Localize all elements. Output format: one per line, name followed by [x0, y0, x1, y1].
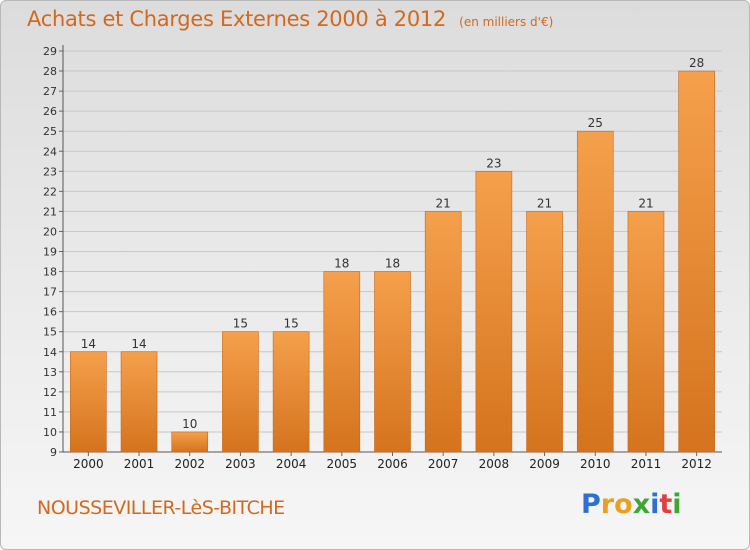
- chart-subtitle: (en milliers d'€): [459, 15, 554, 29]
- logo-letter: x: [632, 489, 651, 520]
- bars: [70, 70, 715, 453]
- y-tick-label: 20: [43, 225, 57, 238]
- logo-letter: i: [672, 489, 682, 520]
- value-label: 23: [486, 156, 501, 170]
- y-tick-label: 16: [43, 306, 57, 319]
- bar-2011: [627, 211, 665, 453]
- x-tick-label: 2003: [225, 457, 256, 471]
- value-label: 15: [233, 317, 248, 331]
- x-tick-label: 2008: [479, 457, 510, 471]
- value-label: 25: [588, 116, 603, 130]
- value-label: 21: [638, 196, 653, 210]
- y-tick-label: 22: [43, 185, 57, 198]
- logo-letter: o: [614, 489, 633, 520]
- y-tick-label: 9: [50, 446, 57, 459]
- y-tick-label: 19: [43, 246, 57, 259]
- x-tick-label: 2005: [327, 457, 358, 471]
- x-tick-label: 2007: [428, 457, 459, 471]
- logo-letter: P: [581, 489, 601, 520]
- bar-2005: [323, 271, 361, 453]
- x-tick-label: 2000: [73, 457, 104, 471]
- labels: 9 10 11 12 13 14 15 16 17 18 19 20 21 22 23 24 25 26 27 28 2…: [43, 45, 712, 471]
- y-tick-label: 13: [43, 366, 57, 379]
- bar-2003: [222, 331, 259, 453]
- commune-name: NOUSSEVILLER-LèS-BITCHE: [37, 497, 285, 519]
- x-tick-label: 2004: [276, 457, 307, 471]
- y-tick-label: 14: [43, 346, 57, 359]
- bar-2000: [70, 351, 107, 453]
- value-label: 15: [283, 317, 298, 331]
- proxiti-logo: Proxiti: [581, 489, 682, 520]
- x-tick-label: 2010: [580, 457, 611, 471]
- x-tick-label: 2009: [529, 457, 560, 471]
- chart-title: Achats et Charges Externes 2000 à 2012: [27, 7, 447, 31]
- x-tick-label: 2001: [124, 457, 155, 471]
- y-tick-label: 24: [43, 145, 57, 158]
- bar-2010: [576, 130, 614, 453]
- y-tick-label: 23: [43, 165, 57, 178]
- x-tick-label: 2002: [174, 457, 205, 471]
- value-label: 18: [385, 257, 400, 271]
- logo-letter: r: [600, 489, 615, 520]
- y-tick-label: 18: [43, 266, 57, 279]
- y-tick-label: 28: [43, 65, 57, 78]
- value-label: 14: [131, 337, 146, 351]
- logo-letter: i: [650, 489, 660, 520]
- value-label: 10: [182, 417, 197, 431]
- y-tick-label: 21: [43, 205, 57, 218]
- x-tick-label: 2011: [631, 457, 662, 471]
- y-tick-label: 26: [43, 105, 57, 118]
- y-tick-label: 29: [43, 45, 57, 58]
- bar-2004: [272, 331, 310, 453]
- title-row: Achats et Charges Externes 2000 à 2012 (…: [27, 7, 553, 31]
- y-tick-label: 10: [43, 426, 57, 439]
- y-tick-label: 11: [43, 406, 57, 419]
- value-label: 21: [436, 196, 451, 210]
- bar-2012: [678, 70, 715, 453]
- y-tick-label: 15: [43, 326, 57, 339]
- bar-2002: [171, 431, 209, 453]
- value-label: 14: [81, 337, 96, 351]
- y-tick-label: 17: [43, 286, 57, 299]
- y-tick-label: 12: [43, 386, 57, 399]
- value-label: 18: [334, 257, 349, 271]
- logo-letter: t: [659, 489, 673, 520]
- y-tick-label: 25: [43, 125, 57, 138]
- y-tick-label: 27: [43, 85, 57, 98]
- bar-2006: [374, 271, 411, 453]
- value-label: 21: [537, 196, 552, 210]
- bar-2001: [120, 351, 158, 453]
- x-tick-label: 2006: [377, 457, 408, 471]
- value-label: 28: [689, 56, 704, 70]
- x-tick-label: 2012: [681, 457, 712, 471]
- bar-2008: [475, 171, 513, 453]
- bar-2007: [424, 211, 462, 453]
- bar-2009: [526, 211, 563, 453]
